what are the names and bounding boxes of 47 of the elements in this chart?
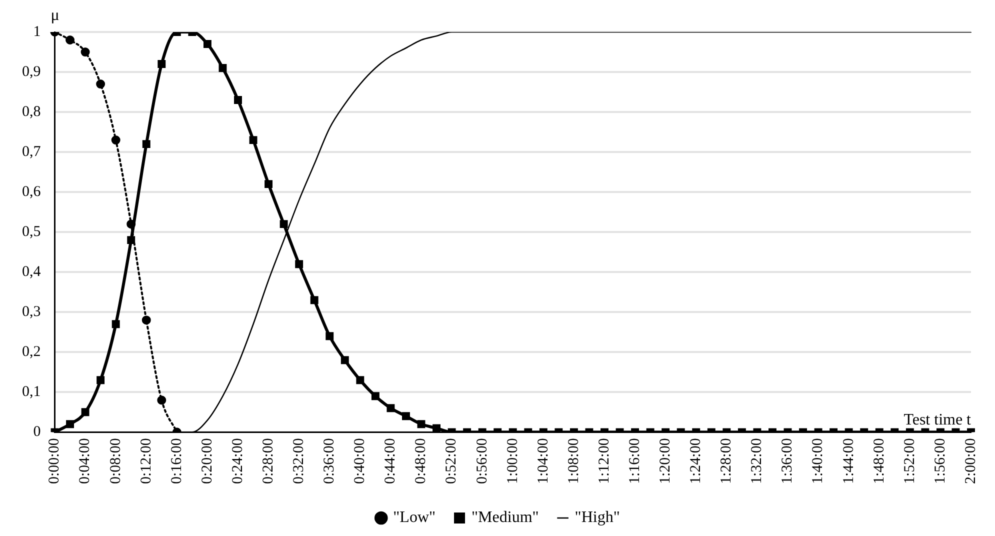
x-tick-label: 1:12:00	[596, 438, 612, 484]
y-tick-label: 0,1	[22, 384, 41, 400]
x-tick-label: 0:00:00	[46, 438, 63, 484]
x-tick-label: 0:56:00	[474, 438, 490, 484]
y-tick-label: 0,8	[22, 104, 41, 120]
x-tick-label: 0:08:00	[108, 438, 124, 484]
x-tick-label: 1:20:00	[658, 438, 674, 484]
x-tick-label: 0:28:00	[260, 438, 276, 484]
x-tick-label: 1:36:00	[780, 438, 796, 484]
y-tick-label: 0,5	[22, 224, 41, 240]
x-tick-label: 1:28:00	[718, 438, 735, 484]
x-tick-label: 1:24:00	[688, 438, 704, 484]
x-tick-label: 1:04:00	[535, 438, 552, 484]
x-tick-label: 1:52:00	[902, 438, 918, 484]
x-tick-label: 1:44:00	[840, 438, 857, 484]
y-tick-label: 0,2	[22, 344, 41, 360]
x-tick-label: 1:16:00	[626, 438, 643, 484]
y-tick-label: 0	[33, 424, 41, 440]
x-tick-label: 0:40:00	[352, 438, 368, 484]
x-tick-label: 1:48:00	[871, 438, 888, 484]
x-tick-label: 1:08:00	[566, 438, 582, 484]
x-tick-label: 0:24:00	[230, 438, 246, 484]
x-tick-label: 0:52:00	[444, 438, 460, 484]
y-tick-label: 0,4	[22, 264, 42, 280]
x-tick-label: 2:00:00	[962, 438, 979, 484]
legend-label: "Low"	[393, 509, 436, 526]
y-tick-label: 1	[33, 24, 41, 40]
x-tick-label: 0:12:00	[138, 438, 154, 484]
legend-label: "Medium"	[472, 509, 539, 526]
x-tick-label: 0:20:00	[199, 438, 216, 484]
x-tick-label: 0:16:00	[168, 438, 185, 484]
y-tick-label: 0,3	[22, 304, 41, 320]
y-tick-label: 0,6	[22, 184, 42, 200]
x-tick-label: 0:04:00	[77, 438, 94, 484]
y-axis-title: μ	[50, 7, 60, 24]
x-axis-title: Test time t	[904, 411, 972, 428]
x-tick-label: 1:40:00	[810, 438, 826, 484]
x-tick-label: 0:32:00	[291, 438, 308, 484]
y-tick-label: 0,9	[22, 64, 41, 80]
x-tick-label: 1:56:00	[932, 438, 948, 484]
x-tick-label: 0:36:00	[322, 438, 338, 484]
y-tick-label: 0,7	[22, 144, 42, 160]
x-tick-label: 0:44:00	[382, 438, 399, 484]
x-tick-label: 1:32:00	[749, 438, 766, 484]
x-tick-label: 1:00:00	[504, 438, 521, 484]
legend-label: "High"	[574, 509, 620, 526]
x-tick-label: 0:48:00	[413, 438, 430, 484]
